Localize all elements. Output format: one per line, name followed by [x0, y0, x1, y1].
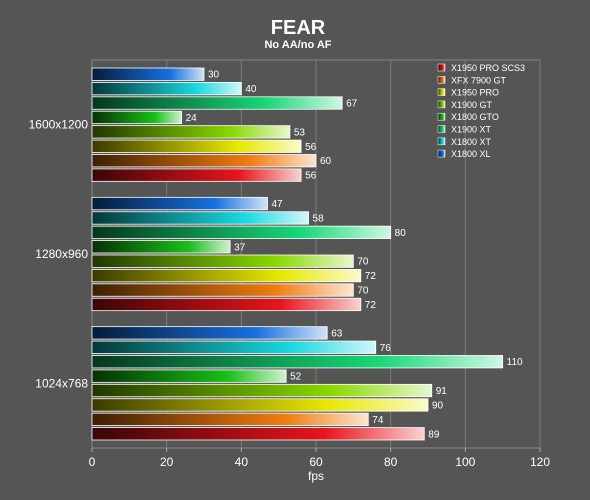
- bar-value-label: 58: [313, 213, 325, 224]
- legend-swatch: [437, 88, 446, 96]
- chart-title: FEAR: [271, 17, 326, 39]
- category-labels: 1600x1200 1280x960 1024x768: [29, 118, 89, 391]
- bar-value-label: 56: [305, 171, 317, 182]
- bar: [91, 196, 268, 211]
- legend-label: X1800 GTO: [451, 112, 499, 122]
- bar: [91, 398, 429, 412]
- bar-value-label: 70: [357, 257, 369, 268]
- bar-value-label: 30: [208, 70, 220, 81]
- x-axis-label: fps: [308, 469, 324, 483]
- legend-label: X1950 PRO: [451, 88, 499, 98]
- bar: [91, 125, 291, 139]
- x-tick-label: 40: [235, 455, 249, 469]
- bar-value-label: 72: [365, 271, 377, 282]
- bar: [91, 240, 231, 254]
- bar: [91, 110, 182, 125]
- category-label: 1280x960: [35, 247, 88, 261]
- legend-swatch: [437, 125, 446, 133]
- bar: [91, 254, 354, 268]
- legend-swatch: [437, 76, 446, 84]
- bar-value-label: 56: [305, 142, 317, 153]
- bar-value-label: 80: [395, 228, 407, 239]
- x-tick-label: 100: [455, 455, 475, 469]
- bar: [91, 82, 242, 96]
- category-label: 1600x1200: [29, 118, 89, 132]
- bar: [91, 326, 328, 340]
- legend-label: XFX 7900 GT: [451, 75, 507, 85]
- bar-value-label: 40: [245, 84, 257, 95]
- x-tick-label: 60: [309, 455, 323, 469]
- bar-value-label: 91: [436, 386, 448, 397]
- bar-value-label: 70: [357, 286, 369, 297]
- bar-value-label: 63: [331, 328, 343, 339]
- x-ticks: 0 20 40 60 80 100 120: [89, 448, 550, 469]
- bar: [91, 154, 317, 168]
- x-tick-label: 80: [384, 455, 398, 469]
- bar: [91, 168, 302, 182]
- chart-subtitle: No AA/no AF: [264, 39, 331, 51]
- bar-value-label: 53: [294, 127, 306, 138]
- bar-value-label: 72: [365, 300, 377, 311]
- category-label: 1024x768: [35, 376, 88, 390]
- bar: [91, 369, 287, 383]
- bar-value-label: 74: [372, 415, 384, 426]
- legend-swatch: [437, 112, 446, 121]
- bar-value-label: 24: [186, 113, 198, 124]
- bar-value-label: 52: [290, 372, 302, 383]
- legend-swatch: [437, 137, 446, 146]
- bar-value-label: 90: [432, 400, 444, 411]
- bar: [91, 340, 377, 354]
- bar: [91, 412, 369, 426]
- x-tick-label: 20: [160, 455, 174, 469]
- bar: [91, 283, 354, 297]
- bar: [91, 67, 205, 81]
- bar-value-label: 76: [380, 343, 392, 354]
- bar-value-label: 67: [346, 99, 358, 110]
- bar: [91, 225, 392, 239]
- legend-label: X1800 XT: [451, 137, 492, 147]
- bar: [91, 297, 362, 312]
- legend-label: X1800 XL: [451, 149, 491, 159]
- bar-value-label: 110: [507, 357, 523, 368]
- legend-swatch: [437, 149, 446, 158]
- bar-value-label: 47: [271, 199, 283, 210]
- bar: [91, 427, 425, 441]
- legend-label: X1900 GT: [451, 100, 493, 110]
- legend-swatch: [437, 100, 446, 109]
- bar: [91, 355, 504, 369]
- bar-value-label: 37: [234, 242, 246, 253]
- legend-label: X1900 XT: [451, 125, 492, 135]
- x-tick-label: 120: [530, 455, 550, 469]
- bar-value-label: 60: [320, 156, 332, 167]
- bar: [91, 211, 309, 225]
- gridlines: [166, 60, 541, 448]
- bar: [91, 269, 362, 283]
- bar-value-label: 89: [428, 429, 440, 440]
- bar: [91, 383, 433, 398]
- bar: [91, 139, 302, 153]
- x-tick-label: 0: [89, 455, 96, 469]
- legend: X1950 PRO SCS3 XFX 7900 GT X1950 PRO X1900 …: [437, 63, 525, 159]
- legend-swatch: [437, 63, 446, 72]
- bar: [91, 96, 343, 110]
- legend-label: X1950 PRO SCS3: [451, 63, 525, 73]
